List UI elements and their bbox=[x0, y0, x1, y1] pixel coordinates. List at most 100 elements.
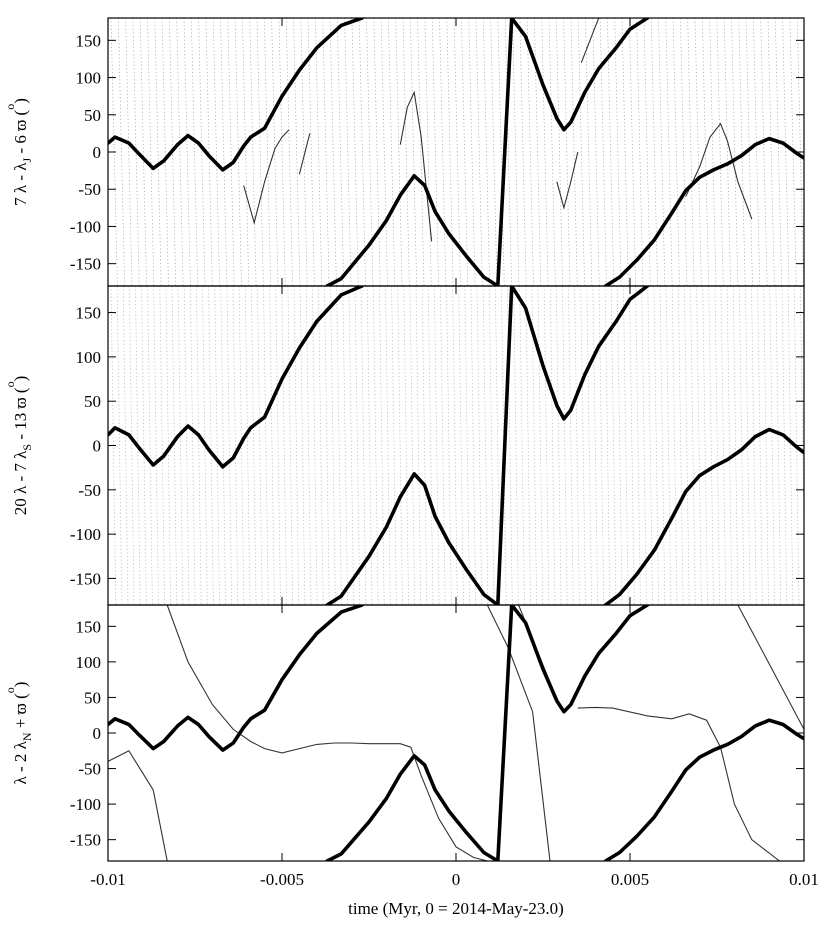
circulating-trace bbox=[775, 286, 782, 605]
circulating-trace bbox=[452, 286, 458, 605]
circulating-trace bbox=[599, 18, 607, 286]
circulating-trace bbox=[774, 18, 783, 286]
circulating-trace bbox=[526, 18, 534, 286]
circulating-trace bbox=[494, 286, 501, 605]
ylabel-part: ) bbox=[11, 682, 30, 688]
circulating-trace bbox=[672, 18, 680, 286]
circulating-trace bbox=[525, 286, 531, 605]
thin-trace bbox=[243, 129, 290, 225]
circulating-trace bbox=[658, 18, 666, 286]
circulating-trace bbox=[161, 18, 169, 286]
circulating-trace bbox=[714, 286, 721, 605]
circulating-trace bbox=[568, 286, 574, 605]
thick-curve bbox=[325, 286, 650, 605]
ylabel-part: - 6 ϖ ( bbox=[11, 109, 30, 157]
circulating-trace bbox=[244, 286, 251, 605]
circulating-trace bbox=[249, 18, 257, 286]
circulating-trace bbox=[351, 18, 359, 286]
circulating-trace bbox=[696, 286, 702, 605]
thick-curve bbox=[603, 718, 804, 861]
circulating-trace bbox=[380, 18, 388, 286]
ytick-label: 50 bbox=[84, 106, 101, 125]
xtick-label: 0 bbox=[452, 870, 461, 889]
xtick-label: -0.005 bbox=[260, 870, 304, 889]
circulating-trace bbox=[171, 286, 178, 605]
circulating-trace bbox=[468, 18, 476, 286]
ytick-label: 0 bbox=[93, 437, 102, 456]
circulating-trace bbox=[122, 286, 129, 605]
circulating-trace bbox=[453, 18, 461, 286]
circulating-trace bbox=[275, 286, 281, 605]
circulating-trace bbox=[330, 286, 336, 605]
circulating-trace bbox=[623, 286, 629, 605]
circulating-trace bbox=[154, 18, 162, 286]
circulating-trace bbox=[305, 286, 312, 605]
circulating-trace bbox=[431, 18, 439, 286]
ylabel-panel-3: λ - 2 λN + ϖ (o) bbox=[3, 682, 34, 785]
circulating-trace bbox=[299, 286, 306, 605]
circulating-trace bbox=[116, 286, 123, 605]
circulating-trace bbox=[684, 286, 690, 605]
circulating-trace bbox=[709, 18, 717, 286]
ylabel-part: ) bbox=[11, 376, 30, 382]
ylabel-panel-1: 7 λ - λJ - 6 ϖ (o) bbox=[3, 98, 34, 206]
ytick-label: 50 bbox=[84, 688, 101, 707]
circulating-trace bbox=[446, 286, 452, 605]
ytick-label: 50 bbox=[84, 392, 101, 411]
circulating-trace bbox=[307, 18, 315, 286]
thin-trace bbox=[108, 750, 154, 791]
ytick-label: 100 bbox=[76, 69, 102, 88]
circulating-trace bbox=[464, 286, 470, 605]
circulating-trace bbox=[439, 18, 447, 286]
circulating-trace bbox=[690, 286, 696, 605]
thin-series-layer bbox=[108, 18, 804, 861]
circulating-trace bbox=[281, 286, 287, 605]
ylabel-part: 7 λ - λ bbox=[11, 162, 30, 206]
circulating-trace bbox=[391, 286, 397, 605]
circulating-trace bbox=[446, 18, 454, 286]
thick-curve bbox=[108, 605, 364, 752]
circulating-trace bbox=[732, 286, 739, 605]
circulating-trace bbox=[433, 286, 440, 605]
circulating-trace bbox=[616, 286, 623, 605]
circulating-trace bbox=[208, 286, 214, 605]
background-layer bbox=[110, 18, 804, 605]
circulating-trace bbox=[708, 286, 714, 605]
circulating-trace bbox=[366, 286, 373, 605]
circulating-trace bbox=[189, 286, 196, 605]
circulating-trace bbox=[256, 18, 264, 286]
circulating-trace bbox=[671, 286, 678, 605]
circulating-trace bbox=[421, 286, 428, 605]
circulating-trace bbox=[196, 286, 202, 605]
circulating-trace bbox=[549, 286, 556, 605]
ytick-label: 0 bbox=[93, 724, 102, 743]
circulating-trace bbox=[680, 18, 688, 286]
circulating-trace bbox=[257, 286, 263, 605]
circulating-trace bbox=[482, 18, 491, 286]
thin-trace bbox=[577, 706, 804, 861]
circulating-trace bbox=[687, 18, 695, 286]
circulating-trace bbox=[293, 286, 300, 605]
ylabel-part: N bbox=[20, 732, 34, 741]
thick-curve bbox=[603, 427, 804, 605]
circulating-trace bbox=[512, 18, 520, 286]
circulating-trace bbox=[427, 286, 434, 605]
circulating-trace bbox=[665, 286, 672, 605]
ylabel-part: J bbox=[20, 157, 34, 162]
circulating-trace bbox=[537, 286, 544, 605]
circulating-trace bbox=[358, 18, 366, 286]
circulating-trace bbox=[190, 18, 199, 286]
circulating-trace bbox=[497, 18, 505, 286]
thick-series-panel-2 bbox=[108, 286, 804, 605]
circulating-trace bbox=[159, 286, 165, 605]
circulating-trace bbox=[592, 286, 599, 605]
circulating-trace bbox=[629, 286, 635, 605]
thin-trace bbox=[685, 122, 753, 220]
circulating-trace bbox=[176, 18, 184, 286]
xtick-label: 0.005 bbox=[611, 870, 649, 889]
ylabel-part: o bbox=[3, 687, 17, 693]
circulating-trace bbox=[577, 18, 585, 286]
circulating-trace bbox=[177, 286, 184, 605]
circulating-trace bbox=[677, 286, 684, 605]
